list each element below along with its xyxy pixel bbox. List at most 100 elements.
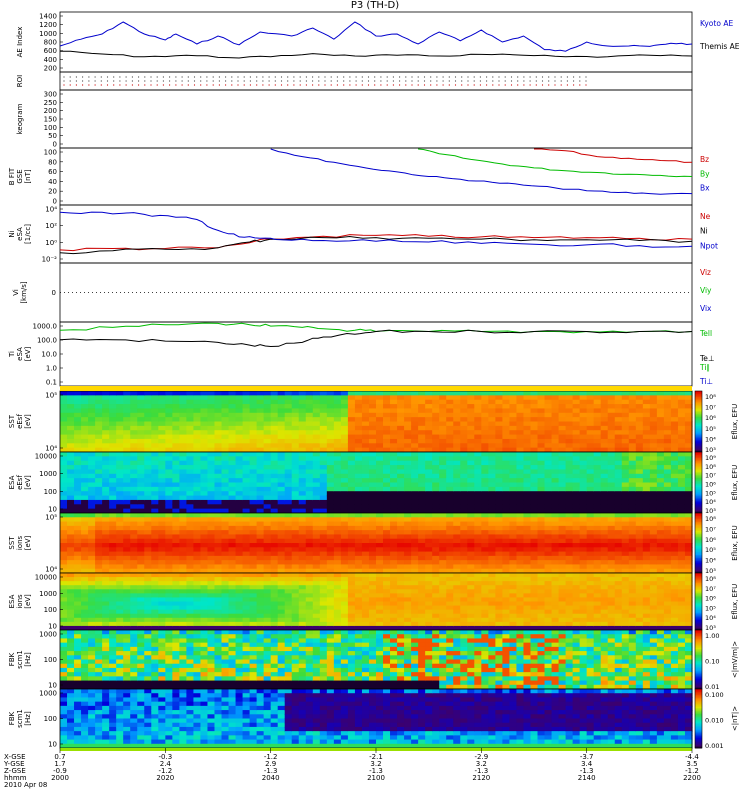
spectrogram-cell xyxy=(284,609,293,615)
spectrogram-cell xyxy=(263,609,272,615)
spectrogram-cell xyxy=(214,473,223,479)
spectrogram-cell xyxy=(270,517,279,523)
spectrogram-cell xyxy=(228,486,237,492)
spectrogram-cell xyxy=(383,473,391,479)
spectrogram-cell xyxy=(74,560,82,566)
spectrogram-cell xyxy=(172,517,180,523)
spectrogram-cell xyxy=(235,421,244,427)
spectrogram-cell xyxy=(137,417,145,423)
spectrogram-cell xyxy=(368,430,377,436)
spectrogram-cell xyxy=(684,478,693,484)
spectrogram-cell xyxy=(88,412,96,418)
spectrogram-cell xyxy=(340,621,349,627)
spectrogram-cell xyxy=(326,508,335,514)
spectrogram-cell xyxy=(446,538,454,544)
spectrogram-cell xyxy=(656,473,665,479)
spectrogram-cell xyxy=(376,504,384,510)
spectrogram-cell xyxy=(200,560,209,566)
roi-dot xyxy=(318,76,320,78)
spectrogram-cell xyxy=(312,621,321,627)
spectrogram-cell xyxy=(60,621,68,627)
roi-dot xyxy=(454,76,457,78)
spectrogram-cell xyxy=(537,421,546,427)
spectrogram-cell xyxy=(579,495,588,501)
spectrogram-cell xyxy=(200,525,209,531)
spectrogram-cell xyxy=(326,486,335,492)
spectrogram-cell xyxy=(123,430,131,436)
spectrogram-cell xyxy=(228,408,237,414)
spectrogram-cell xyxy=(649,399,658,405)
panel-roi: ROI xyxy=(16,71,693,91)
spectrogram-cell xyxy=(144,456,152,462)
spectrogram-cell xyxy=(354,408,363,414)
spectrogram-cell xyxy=(284,585,293,590)
spectrogram-cell xyxy=(291,609,300,615)
spectrogram-cell xyxy=(200,478,209,484)
spectrogram-cell xyxy=(663,391,672,396)
y-axis-label: ions xyxy=(16,535,24,550)
spectrogram-cell xyxy=(340,564,349,570)
spectrogram-cell xyxy=(200,538,209,544)
spectrogram-cell xyxy=(649,482,658,488)
spectrogram-cell xyxy=(368,438,377,444)
spectrogram-cell xyxy=(102,605,110,611)
spectrogram-cell xyxy=(446,430,454,436)
spectrogram-cell xyxy=(60,525,68,531)
series-line-ni xyxy=(59,235,693,255)
spectrogram-cell xyxy=(460,486,468,492)
spectrogram-cell xyxy=(544,513,553,518)
spectrogram-cell xyxy=(165,568,173,574)
spectrogram-cell xyxy=(516,460,525,466)
spectrogram-cell xyxy=(376,560,384,566)
spectrogram-cell xyxy=(284,517,293,523)
spectrogram-cell xyxy=(453,421,461,427)
spectrogram-cell xyxy=(642,408,651,414)
spectrogram-cell xyxy=(193,482,202,488)
roi-dot xyxy=(150,76,152,78)
y-tick-label: 100.0 xyxy=(37,337,57,345)
spectrogram-cell xyxy=(165,577,173,582)
spectrogram-cell xyxy=(642,530,651,536)
spectrogram-cell xyxy=(340,443,349,449)
spectrogram-cell xyxy=(144,573,152,578)
spectrogram-cell xyxy=(572,434,581,440)
spectrogram-cell xyxy=(312,452,321,457)
spectrogram-cell xyxy=(579,517,588,523)
spectrogram-cell xyxy=(418,504,426,510)
spectrogram-cell xyxy=(502,534,511,540)
spectrogram-cell xyxy=(60,456,68,462)
spectrogram-cell xyxy=(200,404,209,410)
spectrogram-cell xyxy=(116,421,124,427)
spectrogram-cell xyxy=(172,625,180,631)
spectrogram-cell xyxy=(621,473,630,479)
y-axis-label: [eV] xyxy=(24,535,32,550)
spectrogram-cell xyxy=(376,521,384,527)
spectrogram-cell xyxy=(305,593,314,599)
spectrogram-cell xyxy=(600,404,609,410)
spectrogram-cell xyxy=(256,534,265,540)
spectrogram-cell xyxy=(586,434,595,440)
spectrogram-cell xyxy=(607,460,616,466)
spectrogram-cell xyxy=(263,593,272,599)
spectrogram-cell xyxy=(523,456,532,462)
spectrogram-cell xyxy=(670,434,679,440)
spectrogram-cell xyxy=(277,430,286,436)
spectrogram-cell xyxy=(474,482,482,488)
spectrogram-cell xyxy=(186,508,195,514)
spectrogram-cell xyxy=(137,589,145,594)
spectrogram-cell xyxy=(88,617,96,623)
spectrogram-cell xyxy=(228,395,237,401)
spectrogram-cell xyxy=(656,543,665,548)
spectrogram-cell xyxy=(221,391,230,396)
spectrogram-cell xyxy=(670,417,679,423)
spectrogram-cell xyxy=(319,538,328,544)
spectrogram-cell xyxy=(390,551,398,557)
spectrogram-cell xyxy=(277,555,286,561)
spectrogram-cell xyxy=(530,399,539,405)
spectrogram-cell xyxy=(305,585,314,590)
spectrogram-cell xyxy=(326,551,335,557)
spectrogram-cell xyxy=(60,617,68,623)
spectrogram-cell xyxy=(460,408,468,414)
spectrogram-cell xyxy=(600,443,609,449)
spectrogram-cell xyxy=(172,404,180,410)
